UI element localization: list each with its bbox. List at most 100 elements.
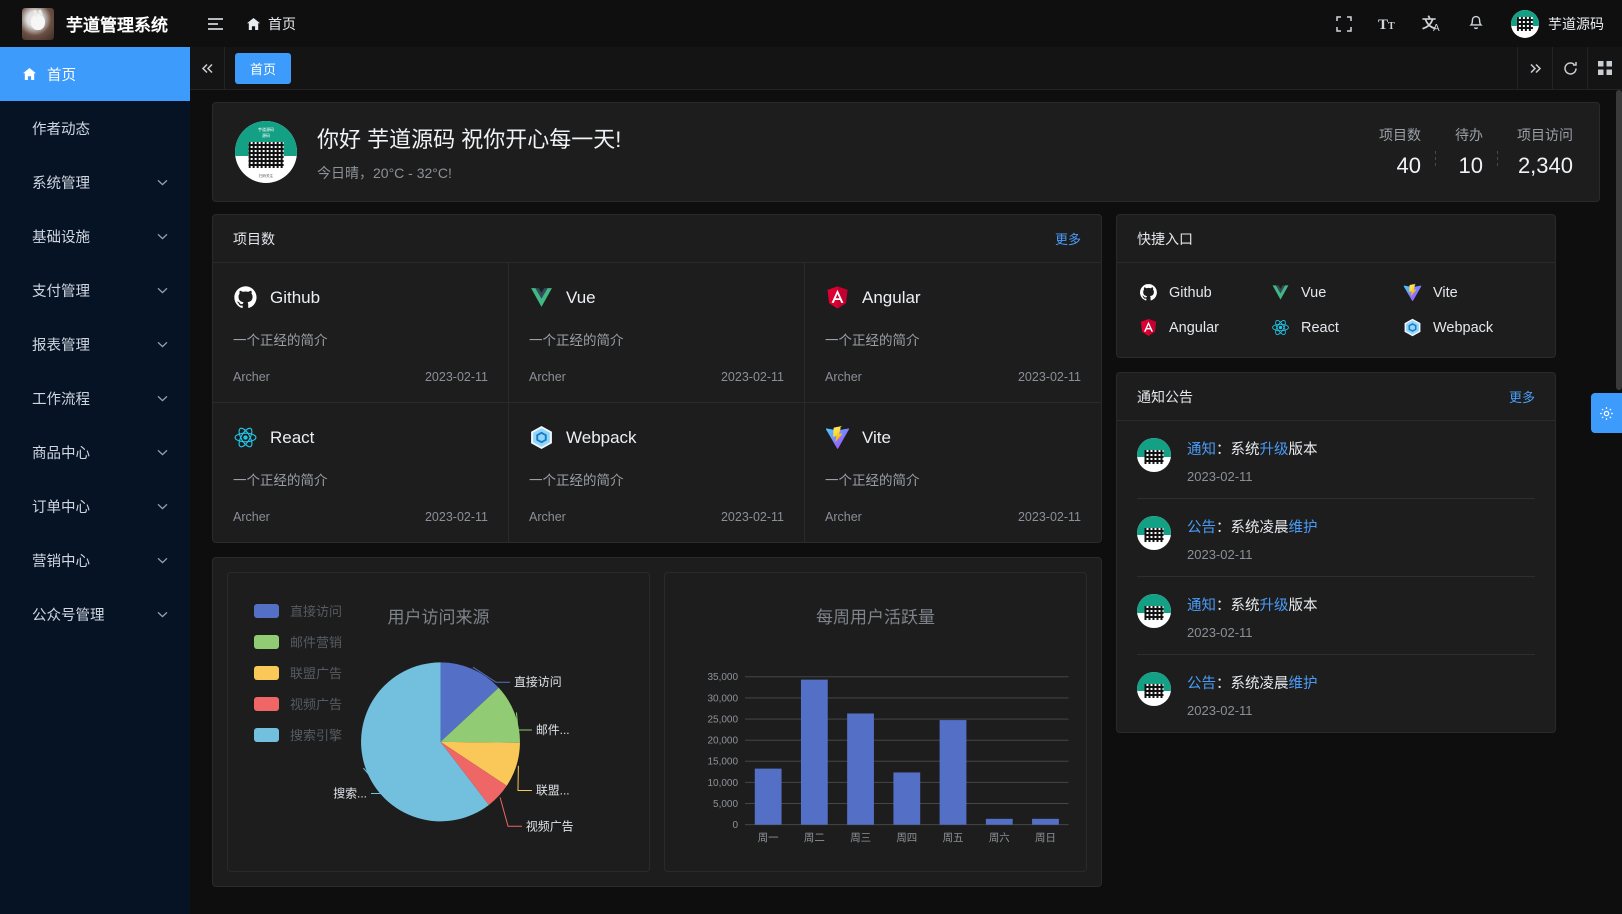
angular-icon — [1139, 318, 1158, 337]
chevron-down-icon[interactable] — [157, 611, 168, 618]
sidebar-item-9[interactable]: 营销中心 — [0, 533, 190, 587]
tab-0[interactable]: 首页 — [235, 52, 292, 84]
project-card[interactable]: Angular 一个正经的简介 Archer 2023-02-11 — [805, 263, 1101, 403]
svg-text:T: T — [1388, 21, 1395, 32]
bar-chart[interactable]: 每周用户活跃量 0 5,000 10,000 15,000 20,000 25,000 30… — [664, 572, 1087, 872]
svg-text:周日: 周日 — [1035, 832, 1056, 844]
legend-item[interactable]: 邮件营销 — [254, 632, 342, 651]
chevron-double-left-icon[interactable] — [190, 46, 225, 90]
legend-item[interactable]: 视频广告 — [254, 694, 342, 713]
quick-entry-item[interactable]: Webpack — [1403, 318, 1535, 337]
legend-label: 联盟广告 — [290, 666, 343, 681]
welcome-banner: 芋道源码 源码 扫码关注 你好 芋道源码 祝你开心每一天! 今日晴，20°C - … — [212, 102, 1600, 202]
breadcrumb[interactable]: 首页 — [246, 14, 296, 34]
quick-entry-header: 快捷入口 — [1117, 215, 1555, 263]
sidebar-item-6[interactable]: 工作流程 — [0, 371, 190, 425]
sidebar-item-1[interactable]: 作者动态 — [0, 101, 190, 155]
hamburger-icon[interactable] — [198, 7, 232, 41]
sidebar-item-0[interactable]: 首页 — [0, 47, 190, 101]
sidebar-item-10[interactable]: 公众号管理 — [0, 587, 190, 641]
legend-label: 直接访问 — [290, 604, 343, 619]
quick-entry-grid: Github Vue Vite Angular React Webpack — [1117, 263, 1555, 357]
user-menu[interactable]: 芋道源码 — [1511, 9, 1604, 38]
project-date: 2023-02-11 — [1017, 370, 1081, 384]
pie-chart[interactable]: 用户访问来源 直接访问邮件营销联盟广告视频广告搜索引擎 直接访问 邮件... 联盟.… — [227, 572, 650, 872]
legend-swatch — [254, 603, 279, 618]
chevron-down-icon[interactable] — [157, 503, 168, 510]
sidebar-item-3[interactable]: 基础设施 — [0, 209, 190, 263]
chevron-down-icon[interactable] — [157, 449, 168, 456]
chevron-down-icon[interactable] — [157, 233, 168, 240]
fullscreen-icon[interactable] — [1325, 5, 1363, 43]
project-name: Angular — [862, 287, 921, 307]
svg-text:联盟...: 联盟... — [536, 784, 570, 798]
project-card[interactable]: Vite 一个正经的简介 Archer 2023-02-11 — [805, 403, 1101, 542]
notice-item[interactable]: 通知：系统升级版本 2023-02-11 — [1137, 421, 1535, 499]
quick-entry-label: React — [1301, 319, 1339, 336]
legend-swatch — [254, 696, 279, 711]
bar-chart-title: 每周用户活跃量 — [816, 608, 935, 627]
refresh-icon[interactable] — [1552, 46, 1587, 90]
bell-icon[interactable] — [1457, 5, 1495, 43]
project-date: 2023-02-11 — [424, 370, 488, 384]
quick-entry-item[interactable]: Github — [1139, 283, 1271, 302]
top-header-bar: 芋道管理系统 首页 T T 文 A — [0, 0, 1622, 47]
chevron-double-right-icon[interactable] — [1517, 46, 1552, 90]
translate-icon[interactable]: 文 A — [1413, 5, 1451, 43]
pie-chart-legend[interactable]: 直接访问邮件营销联盟广告视频广告搜索引擎 — [254, 601, 342, 756]
notices-header: 通知公告 更多 — [1117, 373, 1555, 421]
sidebar-item-label: 商品中心 — [32, 445, 90, 462]
open-tabs: 首页 — [225, 52, 1517, 84]
chevron-down-icon[interactable] — [157, 557, 168, 564]
quick-entry-item[interactable]: React — [1271, 318, 1403, 337]
sidebar-item-label: 作者动态 — [32, 121, 90, 138]
chevron-down-icon[interactable] — [157, 179, 168, 186]
notices-more-link[interactable]: 更多 — [1508, 390, 1535, 405]
project-card[interactable]: Webpack 一个正经的简介 Archer 2023-02-11 — [509, 403, 805, 542]
svg-text:30,000: 30,000 — [707, 693, 738, 704]
project-card[interactable]: Github 一个正经的简介 Archer 2023-02-11 — [213, 263, 509, 403]
sidebar-item-label: 系统管理 — [32, 175, 90, 192]
legend-item[interactable]: 直接访问 — [254, 601, 342, 620]
pie-chart-title: 用户访问来源 — [387, 608, 490, 627]
project-card[interactable]: Vue 一个正经的简介 Archer 2023-02-11 — [509, 263, 805, 403]
projects-more-link[interactable]: 更多 — [1054, 232, 1081, 247]
notice-date: 2023-02-11 — [1187, 625, 1253, 640]
stat-value: 10 — [1458, 153, 1483, 178]
font-size-icon[interactable]: T T — [1369, 5, 1407, 43]
legend-item[interactable]: 联盟广告 — [254, 663, 342, 682]
quick-entry-item[interactable]: Vite — [1403, 283, 1535, 302]
sidebar-item-5[interactable]: 报表管理 — [0, 317, 190, 371]
brand-logo-image — [22, 7, 54, 40]
chevron-down-icon[interactable] — [157, 287, 168, 294]
github-icon — [233, 285, 258, 310]
gear-icon[interactable] — [1591, 393, 1622, 433]
project-card[interactable]: React 一个正经的简介 Archer 2023-02-11 — [213, 403, 509, 542]
sidebar: 首页作者动态系统管理基础设施 支付管理 报表管理 工作流程商品中心订单中心 营销中心 公众… — [0, 47, 190, 914]
chevron-down-icon[interactable] — [157, 341, 168, 348]
sidebar-item-7[interactable]: 商品中心 — [0, 425, 190, 479]
legend-item[interactable]: 搜索引擎 — [254, 725, 342, 744]
stat-2: 项目访问 2,340 — [1483, 125, 1573, 179]
scrollbar[interactable] — [1616, 90, 1622, 390]
grid-icon[interactable] — [1587, 46, 1622, 90]
notice-item[interactable]: 通知：系统升级版本 2023-02-11 — [1137, 577, 1535, 655]
chevron-down-icon[interactable] — [157, 395, 168, 402]
sidebar-item-8[interactable]: 订单中心 — [0, 479, 190, 533]
brand-block[interactable]: 芋道管理系统 — [0, 7, 190, 40]
stat-value: 2,340 — [1517, 153, 1573, 178]
qr-code-avatar — [1137, 438, 1171, 472]
sidebar-item-2[interactable]: 系统管理 — [0, 155, 190, 209]
notice-item[interactable]: 公告：系统凌晨维护 2023-02-11 — [1137, 499, 1535, 577]
stat-key: 待办 — [1455, 127, 1483, 143]
quick-entry-item[interactable]: Angular — [1139, 318, 1271, 337]
quick-entry-item[interactable]: Vue — [1271, 283, 1403, 302]
sidebar-item-label: 首页 — [47, 67, 76, 84]
svg-text:周四: 周四 — [896, 832, 917, 844]
notice-date: 2023-02-11 — [1187, 547, 1253, 562]
legend-label: 邮件营销 — [290, 635, 343, 650]
sidebar-item-4[interactable]: 支付管理 — [0, 263, 190, 317]
project-name: Vite — [862, 427, 891, 447]
notice-item[interactable]: 公告：系统凌晨维护 2023-02-11 — [1137, 655, 1535, 732]
